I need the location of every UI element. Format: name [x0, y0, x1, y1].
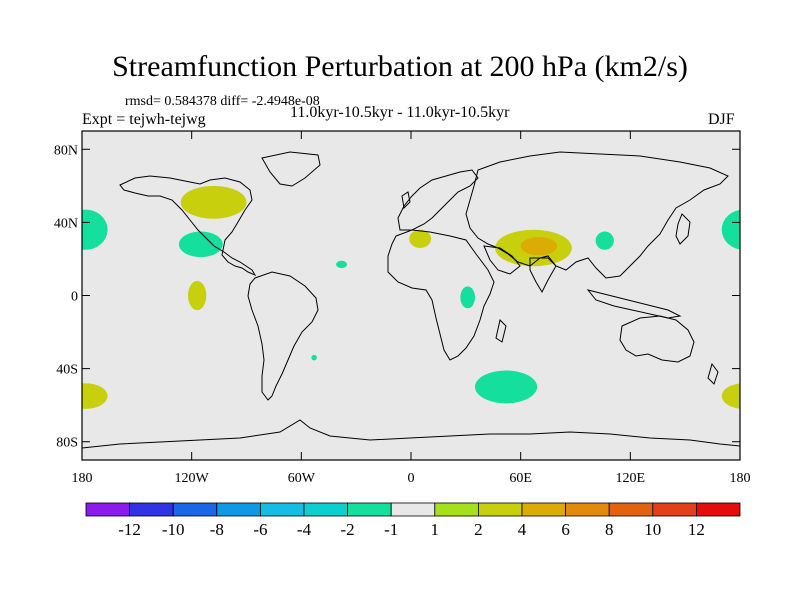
experiment-label: Expt = tejwh-tejwg: [82, 111, 206, 128]
north-america-coastline: [119, 175, 257, 277]
lon-label: 120W: [175, 471, 210, 486]
colorbar-label: 10: [644, 520, 661, 539]
lat-label: 40N: [54, 216, 78, 231]
madagascar-coastline: [495, 319, 507, 343]
colorbar-label: -4: [297, 520, 312, 539]
colorbar-swatch: [216, 502, 261, 517]
japan-coastline: [675, 213, 691, 245]
lat-label: 0: [71, 290, 78, 305]
lon-label: 180: [72, 471, 93, 486]
anomaly-south-asia-core: [520, 237, 558, 256]
colorbar-swatch: [347, 502, 392, 517]
plot-title: Streamfunction Perturbation at 200 hPa (…: [112, 50, 688, 83]
lat-label: 80N: [54, 143, 78, 158]
colorbar-swatch: [85, 502, 130, 517]
lat-label: 80S: [56, 436, 78, 451]
colorbar-swatch: [259, 502, 305, 517]
colorbar-swatch: [652, 502, 697, 517]
colorbar-label: 1: [431, 520, 440, 539]
lon-label: 60E: [509, 471, 532, 486]
season-label: DJF: [708, 111, 735, 128]
anomaly-layer: [82, 185, 740, 409]
anomaly-china-negative: [595, 231, 614, 250]
greenland-coastline: [261, 151, 321, 187]
colorbar-swatch: [129, 502, 174, 517]
south-america-coastline: [247, 271, 319, 401]
colorbar-swatch: [477, 502, 523, 517]
colorbar-swatch: [434, 502, 479, 517]
colorbar-swatch: [521, 502, 566, 517]
anomaly-south-atlantic-tiny-negative: [311, 354, 317, 361]
anomaly-south-pacific-positive: [721, 383, 740, 409]
anomaly-mediterranean-positive: [409, 229, 432, 248]
colorbar: -12 -10 -8 -6 -4 -2 -1 1 2 4 6 8 10 12: [85, 502, 741, 539]
uk-coastline: [401, 191, 411, 210]
colorbar-label: -1: [384, 520, 398, 539]
colorbar-label: -6: [253, 520, 267, 539]
lon-label: 180: [730, 471, 751, 486]
colorbar-swatch: [565, 502, 610, 517]
indonesia-coastline: [586, 289, 682, 319]
australia-coastline: [619, 315, 695, 363]
stats-line: rmsd= 0.584378 diff= -2.4948e-08: [125, 94, 320, 109]
colorbar-swatch: [172, 502, 218, 517]
colorbar-swatch: [696, 502, 741, 517]
arabia-coastline: [483, 245, 521, 275]
colorbar-label: 8: [605, 520, 614, 539]
colorbar-label: 6: [561, 520, 570, 539]
lon-label: 120E: [616, 471, 646, 486]
lon-label: 60W: [288, 471, 316, 486]
anomaly-southern-ocean-negative: [474, 370, 538, 404]
anomaly-south-pacific-positive: [82, 383, 108, 409]
anomaly-west-pacific-negative: [82, 209, 108, 250]
anomaly-east-africa-negative: [460, 286, 475, 309]
colorbar-swatch: [303, 502, 348, 517]
asia-coastline: [465, 151, 729, 279]
anomaly-atlantic-small-negative: [336, 260, 348, 269]
colorbar-label: -2: [341, 520, 355, 539]
new-zealand-coastline: [707, 362, 719, 385]
lat-label: 40S: [56, 363, 78, 378]
india-coastline: [529, 257, 557, 294]
colorbar-swatch: [390, 502, 436, 517]
colorbar-label: -8: [210, 520, 224, 539]
latitude-axis: 80N 40N 0 40S 80S: [54, 143, 740, 451]
longitude-axis: 180 120W 60W 0 60E 120E 180: [72, 131, 751, 486]
europe-coastline: [397, 169, 479, 231]
anomaly-west-pacific-negative: [721, 209, 740, 250]
anomaly-north-america-positive: [180, 185, 247, 219]
lon-label: 0: [408, 471, 415, 486]
antarctica-coastline: [82, 419, 740, 449]
colorbar-label: -10: [162, 520, 185, 539]
coastlines: [82, 151, 740, 449]
anomaly-east-pacific-negative: [178, 231, 223, 258]
colorbar-label: 4: [518, 520, 527, 539]
period-label: 11.0kyr-10.5kyr - 11.0kyr-10.5kyr: [290, 104, 510, 121]
colorbar-label: -12: [118, 520, 141, 539]
colorbar-swatch: [608, 502, 654, 517]
africa-coastline: [387, 229, 495, 361]
anomaly-east-pacific-equatorial-positive: [188, 280, 207, 311]
colorbar-label: 12: [688, 520, 705, 539]
colorbar-label: 2: [474, 520, 483, 539]
